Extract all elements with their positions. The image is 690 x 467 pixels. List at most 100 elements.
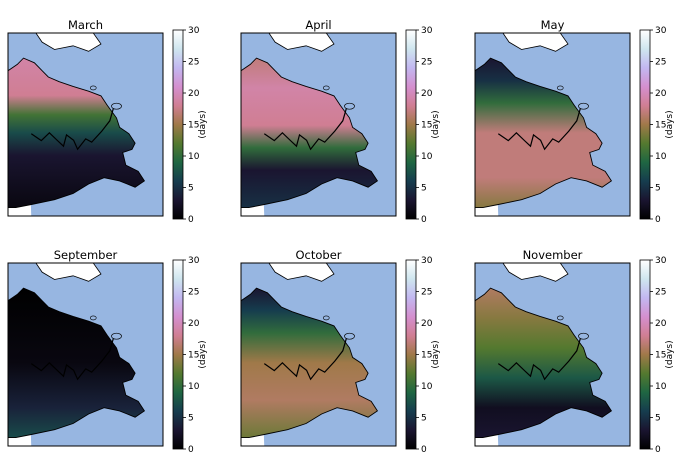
map-panel-march: March 0 5 10 15 20 25 30 (days) bbox=[7, 18, 208, 225]
colorbar-tick-label: 5 bbox=[188, 414, 194, 424]
colorbar: 0 5 10 15 20 25 30 (days) bbox=[405, 26, 441, 225]
colorbar: 0 5 10 15 20 25 30 (days) bbox=[639, 26, 675, 225]
land-heatmap bbox=[240, 287, 379, 439]
colorbar-label: (days) bbox=[431, 110, 441, 138]
colorbar-tick-label: 5 bbox=[421, 414, 427, 424]
colorbar-tick-label: 30 bbox=[188, 256, 200, 266]
colorbar-scale bbox=[639, 259, 651, 450]
colorbar-tick-label: 20 bbox=[421, 89, 433, 99]
colorbar-tick-label: 15 bbox=[188, 121, 199, 131]
lake bbox=[556, 315, 564, 321]
colorbar-tick-label: 0 bbox=[188, 215, 194, 225]
colorbar-label: (days) bbox=[431, 340, 441, 368]
colorbar-tick-label: 10 bbox=[655, 382, 667, 392]
north-land bbox=[502, 32, 569, 52]
lake bbox=[89, 85, 97, 91]
river-line bbox=[30, 106, 115, 151]
colorbar-tick-label: 15 bbox=[655, 351, 666, 361]
north-land bbox=[35, 32, 102, 52]
colorbar-tick-label: 15 bbox=[655, 121, 666, 131]
colorbar-tick-label: 20 bbox=[655, 319, 667, 329]
lake bbox=[89, 315, 97, 321]
panel-title: October bbox=[295, 248, 341, 262]
colorbar-tick-label: 25 bbox=[188, 58, 199, 68]
colorbar-tick-label: 20 bbox=[421, 319, 433, 329]
north-land bbox=[35, 262, 102, 282]
colorbar-scale bbox=[172, 29, 184, 220]
colorbar-tick-label: 5 bbox=[188, 184, 194, 194]
north-land bbox=[502, 262, 569, 282]
colorbar: 0 5 10 15 20 25 30 (days) bbox=[172, 256, 208, 455]
map-frame bbox=[474, 262, 631, 447]
colorbar: 0 5 10 15 20 25 30 (days) bbox=[639, 256, 675, 455]
colorbar-label: (days) bbox=[665, 110, 675, 138]
colorbar-tick-label: 15 bbox=[188, 351, 199, 361]
colorbar-label: (days) bbox=[198, 110, 208, 138]
lake bbox=[322, 85, 330, 91]
lake bbox=[111, 332, 122, 340]
colorbar-tick-label: 25 bbox=[188, 288, 199, 298]
land-heatmap bbox=[474, 57, 613, 209]
land-heatmap bbox=[7, 287, 146, 439]
river-line bbox=[497, 336, 582, 381]
colorbar-scale bbox=[405, 259, 417, 450]
colorbar-tick-label: 0 bbox=[421, 215, 427, 225]
colorbar-tick-label: 20 bbox=[188, 89, 200, 99]
map-panel-october: October 0 5 10 15 20 25 30 (days) bbox=[240, 248, 441, 455]
map-frame bbox=[7, 32, 164, 217]
colorbar-tick-label: 5 bbox=[655, 184, 661, 194]
colorbar-tick-label: 30 bbox=[655, 256, 667, 266]
colorbar-tick-label: 25 bbox=[655, 288, 666, 298]
lake bbox=[344, 332, 355, 340]
panel-title: March bbox=[68, 18, 103, 32]
colorbar-tick-label: 10 bbox=[655, 152, 667, 162]
map-panel-may: May 0 5 10 15 20 25 30 (days) bbox=[474, 18, 675, 225]
lake bbox=[322, 315, 330, 321]
colorbar-tick-label: 30 bbox=[655, 26, 667, 36]
colorbar-tick-label: 25 bbox=[421, 58, 432, 68]
colorbar-tick-label: 15 bbox=[421, 351, 432, 361]
lake bbox=[344, 102, 355, 110]
lake bbox=[111, 102, 122, 110]
colorbar-tick-label: 20 bbox=[655, 89, 667, 99]
panel-title: September bbox=[54, 248, 118, 262]
colorbar-tick-label: 30 bbox=[188, 26, 200, 36]
colorbar-tick-label: 0 bbox=[188, 445, 194, 455]
panel-title: May bbox=[541, 18, 565, 32]
land-heatmap bbox=[474, 287, 613, 439]
colorbar-tick-label: 0 bbox=[421, 445, 427, 455]
colorbar-tick-label: 25 bbox=[421, 288, 432, 298]
map-frame bbox=[7, 262, 164, 447]
lake bbox=[578, 102, 589, 110]
colorbar-tick-label: 10 bbox=[188, 382, 200, 392]
river-line bbox=[263, 336, 348, 381]
river-line bbox=[30, 336, 115, 381]
colorbar-tick-label: 30 bbox=[421, 256, 433, 266]
colorbar-label: (days) bbox=[198, 340, 208, 368]
panel-title: November bbox=[523, 248, 583, 262]
map-panel-september: September 0 5 10 15 20 25 30 (days) bbox=[7, 248, 208, 455]
colorbar-tick-label: 0 bbox=[655, 215, 661, 225]
colorbar: 0 5 10 15 20 25 30 (days) bbox=[405, 256, 441, 455]
north-land bbox=[268, 262, 335, 282]
colorbar-scale bbox=[639, 29, 651, 220]
colorbar-tick-label: 10 bbox=[421, 152, 433, 162]
north-land bbox=[268, 32, 335, 52]
colorbar-tick-label: 0 bbox=[655, 445, 661, 455]
colorbar-tick-label: 25 bbox=[655, 58, 666, 68]
map-panel-april: April 0 5 10 15 20 25 30 (days) bbox=[240, 18, 441, 225]
colorbar-scale bbox=[405, 29, 417, 220]
colorbar-tick-label: 5 bbox=[421, 184, 427, 194]
panel-title: April bbox=[305, 18, 331, 32]
map-panel-november: November 0 5 10 15 20 25 30 (days) bbox=[474, 248, 675, 455]
land-heatmap bbox=[7, 57, 146, 209]
map-frame bbox=[240, 32, 397, 217]
colorbar-label: (days) bbox=[665, 340, 675, 368]
river-line bbox=[263, 106, 348, 151]
colorbar-scale bbox=[172, 259, 184, 450]
colorbar-tick-label: 5 bbox=[655, 414, 661, 424]
land-heatmap bbox=[240, 57, 379, 209]
map-frame bbox=[240, 262, 397, 447]
colorbar-tick-label: 15 bbox=[421, 121, 432, 131]
